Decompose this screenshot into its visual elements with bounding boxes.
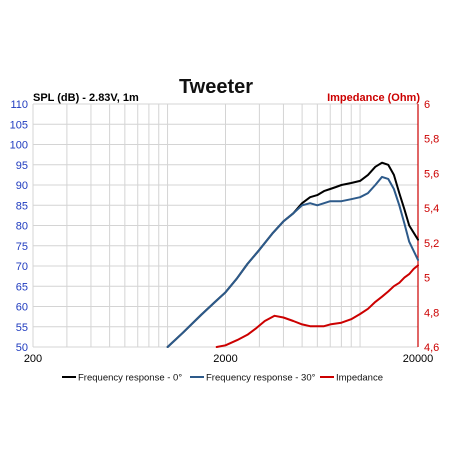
left-tick-label: 80 — [16, 221, 28, 233]
series-line-0 — [166, 161, 419, 348]
legend-label: Frequency response - 30° — [206, 373, 316, 384]
right-tick-label: 5,2 — [424, 238, 439, 250]
right-tick-label: 4,6 — [424, 342, 439, 354]
series-line-1 — [166, 175, 419, 348]
left-tick-label: 85 — [16, 200, 28, 212]
right-tick-label: 4,8 — [424, 307, 439, 319]
left-tick-label: 90 — [16, 180, 28, 192]
left-tick-label: 100 — [10, 140, 28, 152]
x-tick-label: 200 — [24, 353, 42, 365]
right-tick-label: 5,8 — [424, 134, 439, 146]
right-tick-label: 5,6 — [424, 168, 439, 180]
grid-lines — [32, 103, 419, 348]
right-tick-label: 5,4 — [424, 203, 439, 215]
left-tick-label: 65 — [16, 281, 28, 293]
legend: Frequency response - 0° Frequency respons… — [62, 373, 383, 384]
right-tick-label: 5 — [424, 273, 430, 285]
left-tick-label: 60 — [16, 302, 28, 314]
left-tick-label: 75 — [16, 241, 28, 253]
legend-label: Impedance — [336, 373, 383, 384]
left-tick-label: 55 — [16, 322, 28, 334]
left-tick-label: 105 — [10, 119, 28, 131]
x-tick-label: 20000 — [403, 353, 434, 365]
series-line-2 — [215, 264, 419, 348]
x-tick-label: 2000 — [213, 353, 237, 365]
tick-labels: 50 55 60 65 70 75 80 85 90 95 100 105 110 4,6 4,8 5 5,2 5… — [10, 99, 440, 365]
series-lines — [166, 161, 419, 348]
left-axis-title: SPL (dB) - 2.83V, 1m — [33, 92, 139, 104]
left-tick-label: 110 — [10, 99, 28, 111]
right-tick-label: 6 — [424, 99, 430, 111]
right-axis-title: Impedance (Ohm) — [327, 92, 420, 104]
left-tick-label: 50 — [16, 342, 28, 354]
legend-label: Frequency response - 0° — [78, 373, 182, 384]
left-tick-label: 95 — [16, 160, 28, 172]
left-tick-label: 70 — [16, 261, 28, 273]
chart-title: Tweeter — [179, 76, 253, 98]
